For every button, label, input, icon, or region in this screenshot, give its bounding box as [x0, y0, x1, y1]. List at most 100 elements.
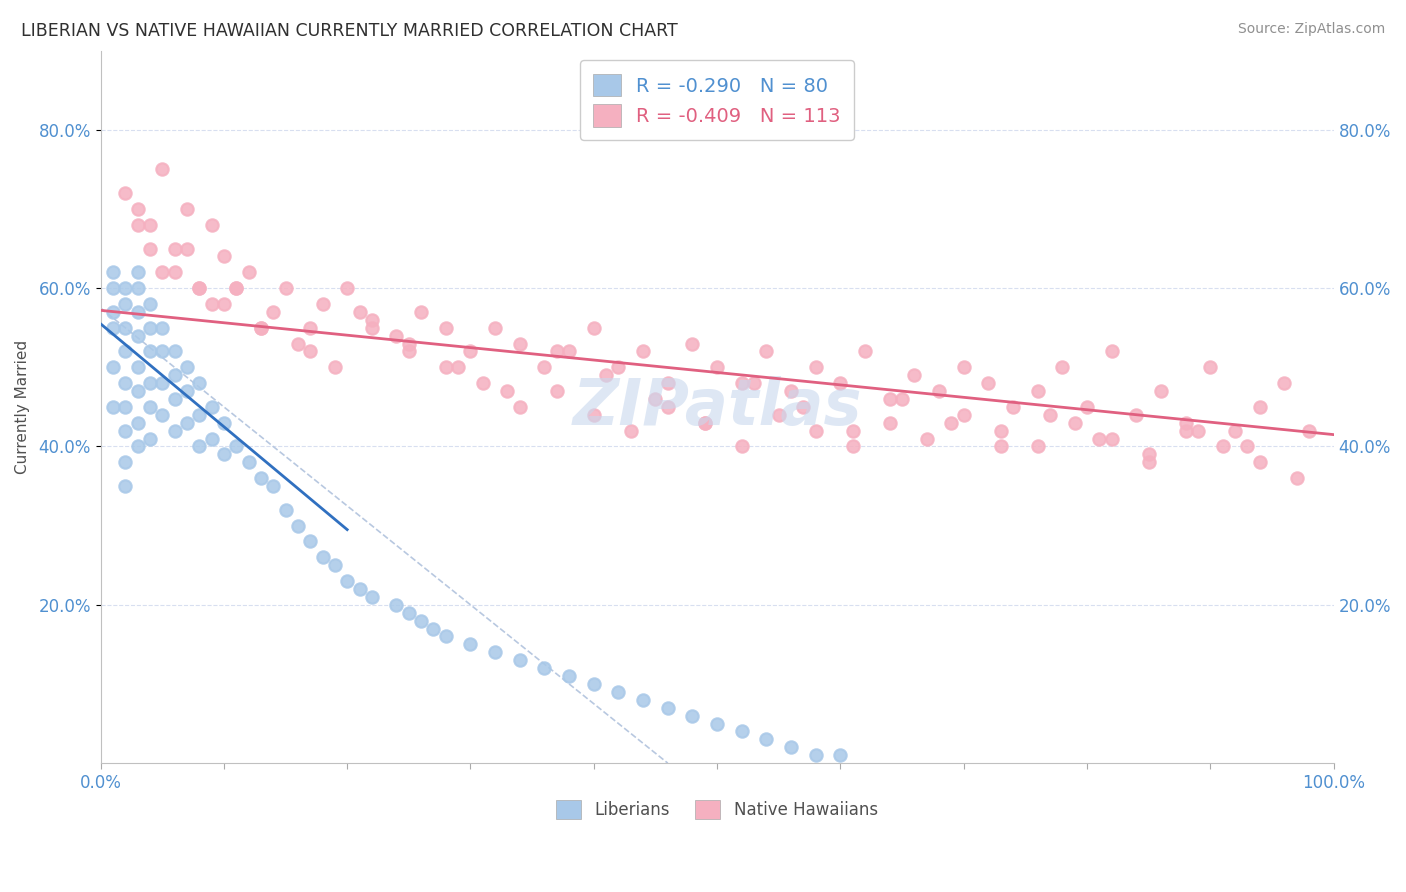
Point [101, 281, 124, 295]
Point [188, 281, 211, 295]
Point [114, 281, 136, 295]
Point [163, 368, 186, 383]
Point [127, 265, 149, 279]
Point [1174, 424, 1197, 438]
Point [657, 376, 679, 391]
Point [139, 297, 162, 311]
Point [114, 455, 136, 469]
Point [250, 320, 273, 334]
Point [101, 400, 124, 414]
Point [274, 503, 297, 517]
Point [693, 416, 716, 430]
Point [447, 360, 470, 375]
Point [1298, 424, 1320, 438]
Point [471, 376, 494, 391]
Point [644, 392, 666, 406]
Point [114, 424, 136, 438]
Point [150, 320, 173, 334]
Point [1174, 416, 1197, 430]
Point [928, 384, 950, 398]
Point [176, 416, 198, 430]
Point [731, 440, 754, 454]
Point [200, 400, 222, 414]
Point [780, 740, 803, 755]
Point [163, 265, 186, 279]
Point [830, 376, 852, 391]
Point [287, 336, 309, 351]
Point [336, 281, 359, 295]
Point [1039, 408, 1062, 422]
Point [460, 637, 482, 651]
Point [262, 305, 284, 319]
Point [434, 360, 457, 375]
Point [274, 281, 297, 295]
Point [127, 281, 149, 295]
Point [422, 622, 444, 636]
Point [607, 685, 630, 699]
Point [101, 320, 124, 334]
Point [755, 344, 778, 359]
Point [398, 344, 420, 359]
Point [188, 281, 211, 295]
Point [731, 376, 754, 391]
Point [1063, 416, 1085, 430]
Point [349, 305, 371, 319]
Point [558, 669, 581, 683]
Point [952, 360, 974, 375]
Point [879, 416, 901, 430]
Point [941, 416, 963, 430]
Point [768, 408, 790, 422]
Point [127, 416, 149, 430]
Point [150, 344, 173, 359]
Point [546, 344, 568, 359]
Point [681, 708, 703, 723]
Point [188, 376, 211, 391]
Point [200, 218, 222, 232]
Point [1236, 440, 1258, 454]
Point [595, 368, 617, 383]
Point [127, 328, 149, 343]
Point [558, 344, 581, 359]
Point [1026, 440, 1049, 454]
Point [360, 320, 382, 334]
Point [533, 661, 555, 675]
Point [212, 297, 235, 311]
Point [398, 336, 420, 351]
Point [879, 392, 901, 406]
Point [484, 320, 506, 334]
Point [706, 360, 728, 375]
Point [262, 479, 284, 493]
Point [977, 376, 1000, 391]
Point [311, 550, 333, 565]
Point [176, 242, 198, 256]
Point [434, 320, 457, 334]
Point [323, 360, 346, 375]
Point [755, 732, 778, 747]
Point [212, 416, 235, 430]
Point [238, 455, 260, 469]
Point [496, 384, 519, 398]
Point [411, 305, 433, 319]
Point [509, 336, 531, 351]
Point [780, 384, 803, 398]
Point [114, 320, 136, 334]
Point [127, 384, 149, 398]
Point [200, 432, 222, 446]
Point [804, 360, 827, 375]
Point [150, 408, 173, 422]
Point [990, 440, 1012, 454]
Point [360, 590, 382, 604]
Point [127, 218, 149, 232]
Point [101, 360, 124, 375]
Point [631, 344, 654, 359]
Point [1212, 440, 1234, 454]
Point [127, 360, 149, 375]
Text: ZIPatlas: ZIPatlas [572, 376, 862, 438]
Point [582, 320, 605, 334]
Point [1199, 360, 1222, 375]
Point [1125, 408, 1147, 422]
Point [114, 400, 136, 414]
Point [176, 384, 198, 398]
Y-axis label: Currently Married: Currently Married [15, 340, 30, 474]
Point [582, 408, 605, 422]
